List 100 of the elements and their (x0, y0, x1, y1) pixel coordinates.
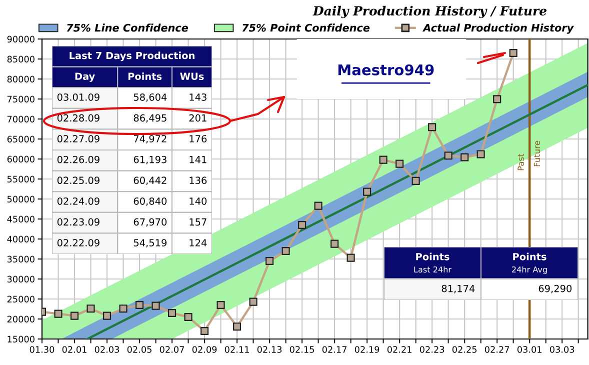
text: 69,290 (538, 284, 572, 294)
category-label: Points Last 24hr (414, 252, 452, 273)
y-tick-label: 35000 (7, 256, 34, 263)
text: 124 (190, 239, 207, 246)
y-tick-label: 20000 (7, 316, 34, 323)
category-label: Points 24hr Avg (512, 252, 547, 274)
x-tick-label: 02.13 (257, 346, 282, 353)
text: 61,193 (134, 156, 166, 164)
y-tick-label: 50000 (7, 196, 34, 203)
point (184, 312, 192, 322)
x-tick-label: 02.19 (354, 346, 380, 353)
y-tick-label: 70000 (8, 116, 34, 123)
y-tick-label: 15000 (8, 336, 34, 343)
point (200, 326, 209, 336)
text: 143 (190, 93, 206, 101)
text: 141 (190, 156, 206, 164)
point (509, 48, 518, 58)
x-tick-label: 02.15 (290, 346, 314, 353)
point (363, 188, 372, 196)
y-tick-label: 75000 (8, 96, 34, 103)
point (330, 240, 339, 248)
point (493, 95, 502, 104)
text: 176 (190, 135, 207, 142)
y-tick-label: 30000 (7, 276, 34, 283)
y-tick-label: 80000 (7, 76, 34, 83)
text: 60,442 (134, 176, 166, 186)
point (54, 310, 62, 318)
ref-line-label: Past (518, 154, 524, 170)
text: 02.28.09 (57, 114, 100, 122)
point (216, 300, 225, 310)
point (444, 152, 452, 160)
text: 02.27.09 (57, 135, 100, 142)
point (249, 298, 258, 306)
point (460, 153, 469, 162)
text: Last 7 Days Production (70, 52, 194, 62)
category-label: WUs (180, 72, 204, 80)
y-tick-label: 40000 (7, 236, 34, 243)
point (379, 156, 388, 164)
y-tick-label: 65000 (7, 136, 34, 143)
point (298, 220, 306, 230)
y-tick-label: 25000 (7, 296, 34, 303)
x-tick-label: 02.27 (484, 346, 510, 353)
chart-title: Daily Production History / Future (312, 6, 547, 18)
category-label: Points (128, 72, 162, 80)
x-tick-label: 02.05 (127, 346, 152, 353)
text: 67,970 (134, 218, 167, 227)
text: 02.26.09 (57, 156, 100, 164)
x-tick-label: 01.30 (30, 346, 54, 353)
text: 58,604 (134, 93, 167, 102)
x-tick-label: 02.03 (94, 346, 120, 353)
text: 140 (190, 197, 207, 205)
annotation: Maestro949 (338, 64, 434, 76)
point (396, 160, 404, 168)
legend-label: Actual Production History (422, 24, 574, 34)
point (86, 304, 95, 313)
y-tick-label: 85000 (7, 56, 34, 63)
point (428, 123, 436, 132)
text: 02.25.09 (57, 176, 100, 184)
x-tick-label: 02.11 (224, 346, 249, 353)
point (476, 150, 485, 158)
point (70, 312, 79, 320)
x-tick-label: 02.23 (420, 346, 444, 353)
annotation: Future (534, 140, 540, 166)
text: 60,840 (134, 197, 167, 206)
text: 201 (189, 114, 206, 122)
text: 02.23.09 (57, 218, 100, 226)
text: 136 (190, 176, 207, 184)
text: 86,495 (134, 114, 166, 123)
text: 157 (190, 218, 206, 226)
x-tick-label: 02.01 (62, 346, 86, 353)
x-tick-label: 02.07 (160, 346, 184, 353)
category-label: Day (75, 72, 95, 82)
text: 03.01.09 (57, 93, 100, 101)
text: 02.22.09 (57, 239, 100, 246)
text: 74,972 (134, 135, 166, 144)
y-tick-label: 55000 (7, 176, 34, 183)
text: 54,519 (134, 239, 167, 248)
point (119, 304, 128, 313)
text: 02.24.09 (57, 197, 100, 205)
x-tick-label: 02.17 (322, 346, 347, 353)
point (314, 202, 322, 210)
text: 81,174 (442, 284, 475, 294)
legend-label: 75% Point Confidence (242, 24, 370, 32)
x-tick-label: 02.21 (387, 346, 412, 353)
x-tick-label: 02.25 (452, 346, 477, 353)
x-tick-label: 03.03 (550, 346, 574, 353)
point (346, 254, 355, 262)
y-tick-label: 60000 (7, 156, 34, 163)
point (168, 308, 176, 318)
y-tick-label: 90000 (7, 36, 34, 43)
point (102, 312, 112, 320)
x-tick-label: 03.01 (517, 346, 542, 353)
point (266, 256, 274, 266)
x-tick-label: 02.09 (192, 346, 217, 353)
point (412, 176, 420, 185)
legend-label: 75% Line Confidence (66, 24, 188, 32)
y-tick-label: 45000 (7, 216, 34, 223)
point (282, 246, 290, 256)
point (152, 302, 160, 310)
point (135, 300, 144, 310)
